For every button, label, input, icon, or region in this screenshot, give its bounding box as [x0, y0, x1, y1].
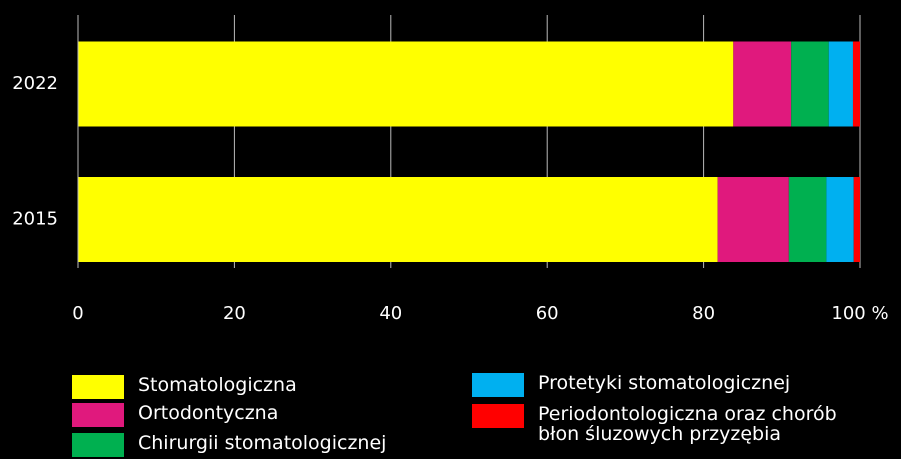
bar-segment: [852, 41, 860, 127]
bar-segment: [791, 41, 829, 127]
x-tick-label: 80: [692, 303, 715, 324]
bar-segment: [788, 177, 827, 262]
bar-segment: [78, 41, 734, 127]
legend-label: Periodontologiczna oraz chorób błon śluz…: [538, 403, 837, 445]
legend-label: Ortodontyczna: [138, 402, 279, 424]
legend-item: Chirurgii stomatologicznej: [72, 433, 468, 457]
bar-segment: [826, 177, 854, 262]
legend-swatch: [72, 403, 124, 427]
legend-swatch: [72, 433, 124, 457]
legend-item: Ortodontyczna: [72, 403, 468, 427]
x-tick-label: 100 %: [831, 303, 888, 324]
x-tick-label: 20: [223, 303, 246, 324]
legend-label: Stomatologiczna: [138, 374, 297, 396]
bar-segment: [853, 177, 860, 262]
legend-label: Protetyki stomatologicznej: [538, 372, 791, 394]
chart: 0 20 40 60 80 100 % 2022 2015: [12, 15, 889, 324]
x-tick-label: 0: [72, 303, 83, 324]
y-tick-label: 2015: [12, 209, 58, 230]
legend-swatch: [472, 404, 524, 428]
legend-item: Stomatologiczna: [72, 375, 468, 399]
legend-label: Chirurgii stomatologicznej: [138, 432, 387, 454]
x-tick-label: 40: [379, 303, 402, 324]
bar-segment: [717, 177, 789, 262]
legend-swatch: [72, 375, 124, 399]
x-tick-label: 60: [536, 303, 559, 324]
y-tick-label: 2022: [12, 73, 58, 94]
legend-item: Protetyki stomatologicznej: [472, 373, 868, 397]
legend-item: Periodontologiczna oraz chorób błon śluz…: [472, 404, 868, 444]
bar-segment: [78, 177, 718, 262]
bar-segment: [733, 41, 792, 127]
bar-segment: [828, 41, 853, 127]
legend-swatch: [472, 373, 524, 397]
